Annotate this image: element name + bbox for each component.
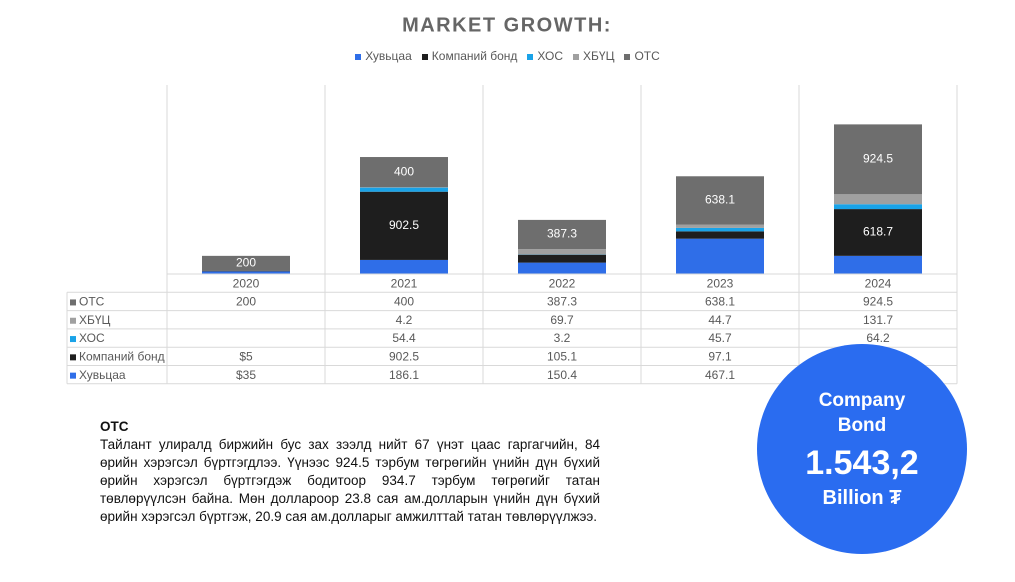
row-label: ХБҮЦ: [79, 313, 111, 327]
bar-segment: [518, 249, 606, 255]
table-cell: 200: [236, 295, 256, 309]
data-label: 200: [236, 256, 256, 270]
legend-label: ХБҮЦ: [583, 49, 615, 63]
bar-segment: [676, 231, 764, 239]
data-label: 902.5: [389, 218, 419, 232]
bar-segment: [202, 255, 290, 271]
table-cell: 467.1: [705, 368, 735, 382]
table-cell: 44.7: [708, 313, 732, 327]
bar-segment: [676, 224, 764, 228]
table-cell: 64.2: [866, 331, 890, 345]
legend-key: [527, 53, 534, 60]
table-cell: 902.5: [389, 350, 419, 364]
badge-label: Company Bond: [818, 390, 906, 436]
table-cell: 131.7: [863, 313, 893, 327]
table-cell: 54.4: [392, 331, 416, 345]
panel-text: Тайлант улиралд биржийн бус зах зээлд ни…: [100, 437, 600, 524]
x-tick-label: 2020: [233, 276, 260, 290]
legend-key: [70, 336, 76, 343]
legend-item: Хувьцаа: [355, 49, 412, 63]
legend-key: [421, 53, 428, 60]
row-label: Компаний бонд: [79, 350, 165, 364]
row-label: Хувьцаа: [79, 368, 126, 382]
data-label: 400: [394, 164, 414, 178]
legend-item: ХБҮЦ: [573, 49, 614, 63]
badge-value: 1.543,2: [805, 444, 919, 482]
table-cell: 150.4: [547, 368, 577, 382]
legend-item: ХОС: [527, 49, 563, 63]
legend-key: [573, 53, 580, 60]
legend: Хувьцаа Компаний бонд ХОС ХБҮЦ ОТС: [0, 49, 1015, 63]
badge-unit: Billion ₮: [822, 487, 902, 509]
legend-label: Компаний бонд: [431, 49, 518, 63]
bar-segment: [834, 124, 922, 195]
legend-label: ОТС: [634, 49, 660, 63]
table-cell: 45.7: [708, 331, 732, 345]
legend-item: ОТС: [624, 49, 660, 63]
table-cell: 105.1: [547, 350, 577, 364]
table-cell: 924.5: [863, 295, 893, 309]
x-tick-label: 2023: [707, 276, 734, 290]
table-cell: 4.2: [396, 313, 413, 327]
bar-segment: [518, 262, 606, 274]
data-label: 618.7: [863, 225, 893, 239]
bar-segment: [202, 271, 290, 274]
bar-segment: [360, 191, 448, 260]
table-cell: 69.7: [550, 313, 574, 327]
table-cell: 97.1: [708, 350, 732, 364]
legend-label: Хувьцаа: [365, 49, 412, 63]
bar-segment: [676, 238, 764, 274]
table-cell: 186.1: [389, 368, 419, 382]
table-cell: 400: [394, 295, 414, 309]
table-cell: 3.2: [554, 331, 571, 345]
data-label: 638.1: [705, 193, 735, 207]
panel-title: ОТС: [100, 419, 129, 434]
table-cell: 387.3: [547, 295, 577, 309]
bar-segment: [518, 219, 606, 250]
x-tick-label: 2021: [391, 276, 418, 290]
legend-key: [70, 299, 76, 306]
bar-segment: [834, 194, 922, 205]
legend-key: [624, 53, 631, 60]
row-label: ХОС: [79, 331, 105, 345]
x-tick-label: 2022: [549, 276, 576, 290]
legend-key: [70, 317, 76, 324]
badge: Company Bond 1.543,2 Billion ₮: [757, 344, 967, 554]
bar-segment: [834, 209, 922, 256]
table-cell: $5: [239, 350, 253, 364]
data-label: 387.3: [547, 227, 577, 241]
legend-key: [70, 372, 76, 379]
table-cell: 638.1: [705, 295, 735, 309]
x-tick-label: 2024: [865, 276, 892, 290]
bar-segment: [360, 187, 448, 192]
legend-label: ХОС: [537, 49, 564, 63]
legend-key: [70, 354, 76, 361]
data-label: 924.5: [863, 151, 893, 165]
bar-segment: [518, 254, 606, 263]
bar-segment: [676, 227, 764, 232]
bar-segment: [360, 157, 448, 188]
legend-item: Компаний бонд: [421, 49, 518, 63]
bar-segment: [676, 176, 764, 225]
table-cell: $35: [236, 368, 256, 382]
text-panel: ОТС Тайлант улиралд биржийн бус зах зээл…: [100, 418, 600, 526]
bar-segment: [834, 255, 922, 274]
bar-segment: [360, 259, 448, 274]
row-label: ОТС: [79, 295, 105, 309]
chart-title: MARKET GROWTH:: [402, 14, 612, 36]
bar-segment: [834, 204, 922, 210]
legend-key: [355, 53, 362, 60]
